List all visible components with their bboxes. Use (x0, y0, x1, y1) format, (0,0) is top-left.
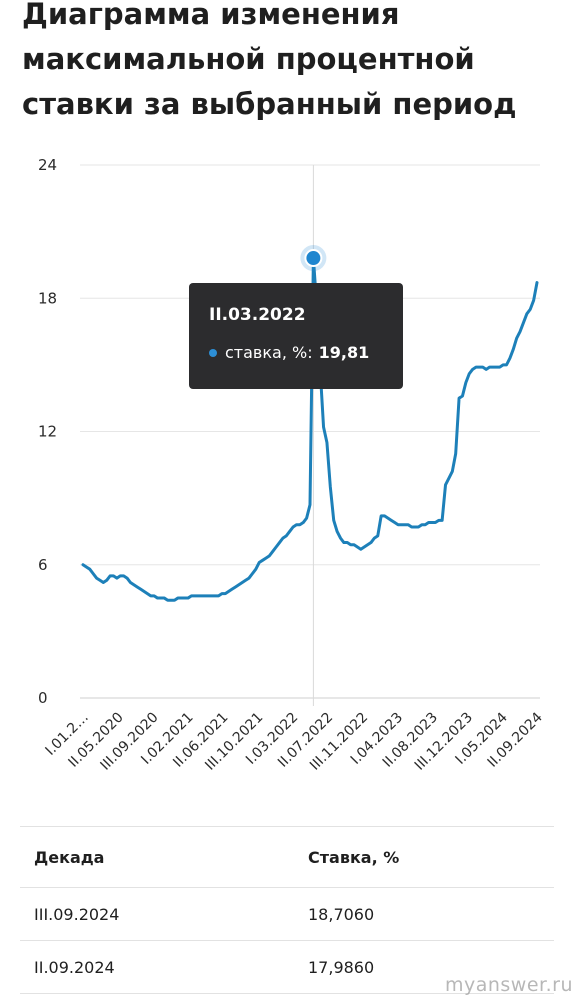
watermark: myanswer.ru (444, 974, 573, 996)
table-cell-rate: 17,9860 (308, 940, 554, 994)
y-tick-label: 6 (38, 556, 48, 574)
rate-line-chart[interactable]: 06121824I.01.2…II.05.2020III.09.2020I.02… (0, 150, 581, 820)
y-tick-label: 18 (38, 289, 57, 307)
y-tick-label: 0 (38, 689, 48, 707)
table-row: III.09.2024 18,7060 (20, 887, 554, 941)
series-line (81, 256, 539, 602)
table-row: II.09.2024 17,9860 (20, 940, 554, 994)
highlight-point (304, 249, 323, 268)
tooltip-date: II.03.2022 (209, 305, 306, 325)
chart-tooltip: II.03.2022 ставка, %: 19,81 (189, 283, 403, 389)
table-cell-decade: II.09.2024 (20, 940, 308, 994)
column-header-rate: Ставка, % (308, 826, 554, 888)
table-cell-rate: 18,7060 (308, 887, 554, 941)
series-dot-icon (209, 348, 217, 357)
table-cell-decade: III.09.2024 (20, 887, 308, 941)
tooltip-value: 19,81 (318, 343, 370, 362)
table-header-row: Декада Ставка, % (20, 826, 554, 888)
y-tick-label: 12 (38, 423, 57, 441)
tooltip-label: ставка, %: (225, 343, 313, 362)
y-tick-label: 24 (38, 156, 57, 174)
rates-table: Декада Ставка, % III.09.2024 18,7060 II.… (20, 826, 554, 994)
chart-title: Диаграмма изменения максимальной процент… (22, 0, 517, 121)
column-header-decade: Декада (20, 826, 308, 888)
tooltip-row: ставка, %: 19,81 (209, 343, 403, 362)
